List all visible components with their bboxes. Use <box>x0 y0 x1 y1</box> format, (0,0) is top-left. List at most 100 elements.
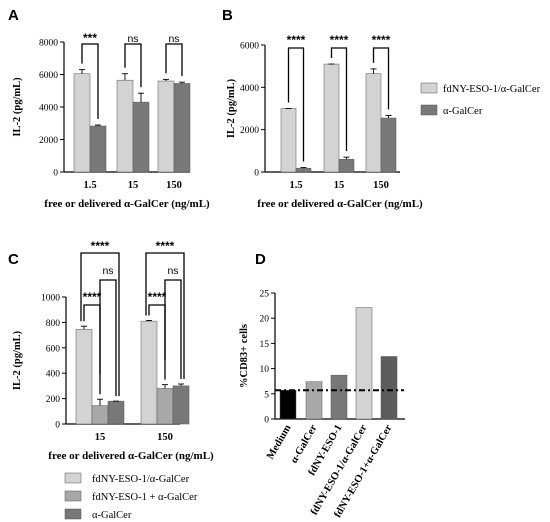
y-tick-label: 0 <box>254 169 259 179</box>
bar <box>73 73 91 173</box>
bar <box>279 390 297 420</box>
significance-bracket <box>83 304 101 375</box>
y-tick-label: 6000 <box>39 71 58 81</box>
legend-label: fdNY-ESO-1 + α-GalCer <box>92 492 198 503</box>
x-tick-label: 150 <box>157 432 173 443</box>
bar <box>75 329 93 425</box>
y-tick-label: 4000 <box>240 84 259 94</box>
significance-bracket <box>165 43 183 77</box>
significance-label: **** <box>372 33 391 47</box>
y-tick-label: 4000 <box>39 104 58 114</box>
legend-swatch <box>64 508 82 520</box>
legend-swatch <box>64 490 82 502</box>
x-tick-label: 1.5 <box>83 180 96 191</box>
y-tick-label: 1000 <box>41 294 60 304</box>
significance-bracket <box>287 47 305 162</box>
y-tick-label: 5 <box>264 390 269 400</box>
significance-label: **** <box>148 290 167 304</box>
significance-label: **** <box>330 33 349 47</box>
bar <box>338 159 355 173</box>
x-tick-label: 15 <box>128 180 139 191</box>
significance-bracket <box>164 279 182 380</box>
x-tick-label: 150 <box>166 180 182 191</box>
significance-bracket <box>81 43 99 120</box>
y-tick-label: 2000 <box>39 136 58 146</box>
legend-swatch <box>420 104 438 116</box>
bar <box>295 167 312 173</box>
y-tick-label: 20 <box>260 315 270 325</box>
y-axis-title: %CD83+ cells <box>239 324 250 388</box>
panel-letter-a: A <box>8 7 19 24</box>
y-tick-label: 400 <box>46 370 61 380</box>
significance-bracket <box>145 252 185 379</box>
y-tick-label: 0 <box>264 416 269 426</box>
significance-label: **** <box>83 290 102 304</box>
legend-label: α-GalCer <box>92 510 132 521</box>
y-tick-label: 600 <box>46 344 61 354</box>
panel-letter-c: C <box>8 251 19 268</box>
x-axis-title: free or delivered α-GalCer (ng/mL) <box>44 198 210 210</box>
y-tick-label: 2000 <box>240 126 259 136</box>
bar <box>107 400 125 425</box>
bar <box>91 405 109 425</box>
legend-label: fdNY-ESO-1/α-GalCer <box>92 474 190 485</box>
bar <box>89 125 107 173</box>
legend-label: α-GalCer <box>443 106 483 117</box>
y-tick-label: 0 <box>55 421 60 431</box>
bar <box>380 117 397 173</box>
significance-bracket <box>330 47 348 152</box>
significance-bracket <box>99 279 117 397</box>
panel-b: B 0 2000 4000 6000 IL-2 (pg/mL) 1.5 **** 15 **** 1… <box>222 7 541 210</box>
bar <box>323 63 340 173</box>
panel-a: A 0 2000 4000 6000 8000 IL-2 (pg/mL) 1.5 *** 15 ns… <box>8 7 210 210</box>
significance-label: ns <box>168 33 179 45</box>
bar <box>157 80 175 173</box>
legend-swatch <box>64 472 82 484</box>
y-tick-label: 10 <box>260 365 270 375</box>
bar <box>305 381 323 420</box>
x-tick-label: 150 <box>373 180 389 191</box>
bar <box>132 101 150 173</box>
x-tick-label: Medium <box>265 423 294 462</box>
legend-label: fdNY-ESO-1/α-GalCer <box>443 84 541 95</box>
x-tick-label: 15 <box>95 432 106 443</box>
significance-bracket <box>80 252 120 397</box>
bar <box>365 73 382 173</box>
y-tick-label: 25 <box>260 290 270 300</box>
bar <box>330 374 348 420</box>
bar <box>355 307 373 420</box>
bar <box>380 356 398 420</box>
y-tick-label: 0 <box>53 169 58 179</box>
bar <box>280 108 297 173</box>
y-tick-label: 800 <box>46 319 61 329</box>
panel-c: C 0 200 400 600 800 1000 IL-2 (pg/mL) 15 **** ns **… <box>8 239 214 521</box>
y-axis-title: IL-2 (pg/mL) <box>12 330 23 390</box>
x-axis-title: free or delivered α-GalCer (ng/mL) <box>257 198 423 210</box>
significance-label: ns <box>167 265 178 277</box>
y-tick-label: 200 <box>46 395 61 405</box>
panel-letter-b: B <box>222 7 233 24</box>
significance-label: **** <box>156 239 175 253</box>
bar <box>173 83 191 173</box>
bar <box>156 388 174 425</box>
x-tick-label: 1.5 <box>289 180 302 191</box>
significance-bracket <box>124 43 142 88</box>
significance-label: **** <box>91 239 110 253</box>
y-tick-label: 8000 <box>39 39 58 49</box>
bar <box>140 320 158 425</box>
bar <box>116 79 134 173</box>
legend-swatch <box>420 82 438 94</box>
y-axis-title: IL-2 (pg/mL) <box>226 78 237 138</box>
significance-label: ns <box>127 33 138 45</box>
y-tick-label: 6000 <box>240 42 259 52</box>
significance-label: **** <box>287 33 306 47</box>
x-axis-title: free or delivered α-GalCer (ng/mL) <box>48 450 214 462</box>
bar <box>172 385 190 425</box>
significance-label: ns <box>102 265 113 277</box>
panel-letter-d: D <box>255 251 266 268</box>
significance-label: *** <box>83 31 97 45</box>
x-tick-label: 15 <box>334 180 345 191</box>
significance-bracket <box>148 304 166 360</box>
